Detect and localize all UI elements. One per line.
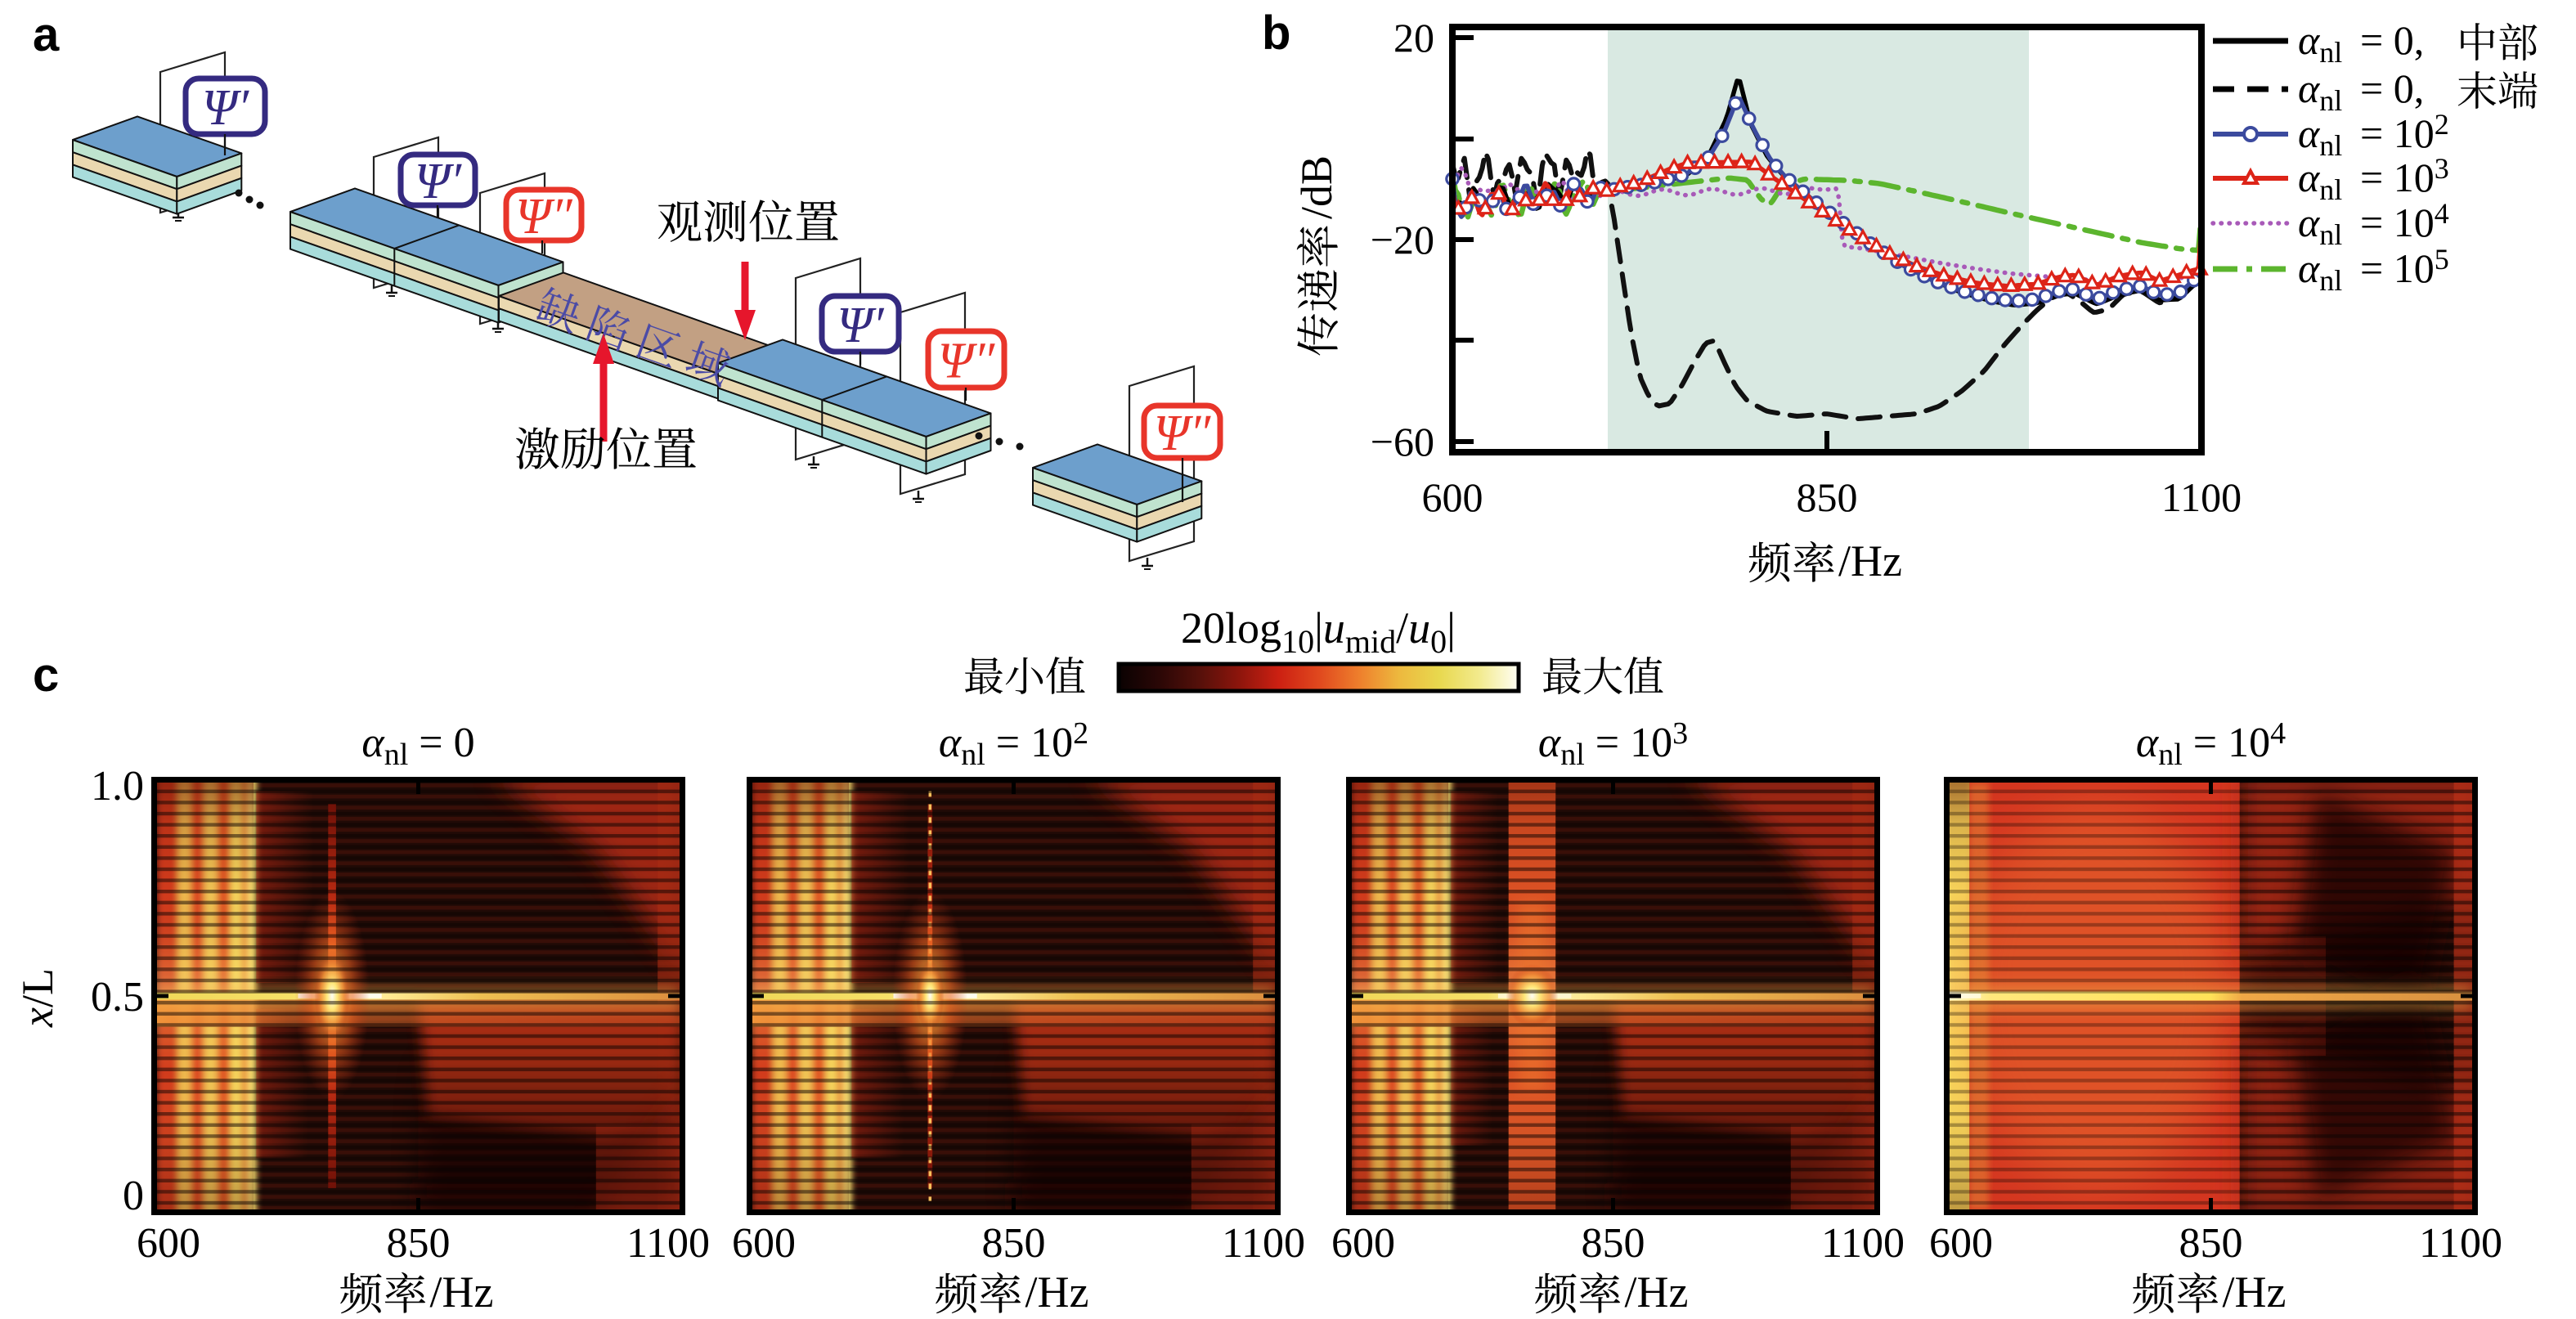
svg-text:= 104: = 104 xyxy=(2360,197,2449,245)
svg-text:20log10|umid/u0|: 20log10|umid/u0| xyxy=(1181,603,1456,660)
svg-text:−60: −60 xyxy=(1371,419,1434,464)
svg-text:1100: 1100 xyxy=(626,1220,710,1267)
svg-text:/dB: /dB xyxy=(1292,155,1341,219)
svg-text:αnl: αnl xyxy=(2298,65,2342,117)
svg-text:600: 600 xyxy=(1331,1220,1395,1267)
svg-text:/Hz: /Hz xyxy=(1838,536,1902,585)
svg-text:αnl = 104: αnl = 104 xyxy=(2136,716,2286,772)
svg-text:αnl: αnl xyxy=(2298,200,2342,251)
svg-text:600: 600 xyxy=(1929,1220,1993,1267)
svg-text:αnl: αnl xyxy=(2298,155,2342,206)
svg-text:= 0,: = 0, xyxy=(2360,65,2424,111)
svg-text:αnl = 102: αnl = 102 xyxy=(939,716,1088,772)
svg-text:αnl = 103: αnl = 103 xyxy=(1538,716,1688,772)
svg-text:Ψ′: Ψ′ xyxy=(415,154,463,209)
svg-text:x/L: x/L xyxy=(13,968,62,1028)
svg-text:1100: 1100 xyxy=(2419,1220,2502,1267)
svg-text:600: 600 xyxy=(137,1220,200,1267)
svg-text:αnl: αnl xyxy=(2298,17,2342,69)
svg-text:Ψ″: Ψ″ xyxy=(1154,406,1212,461)
svg-text:0.5: 0.5 xyxy=(91,974,144,1021)
svg-text:600: 600 xyxy=(1422,474,1483,520)
svg-text:/Hz: /Hz xyxy=(430,1267,494,1317)
svg-text:600: 600 xyxy=(732,1220,796,1267)
svg-text:= 103: = 103 xyxy=(2360,152,2449,200)
svg-text:Ψ″: Ψ″ xyxy=(938,334,996,389)
svg-text:αnl: αnl xyxy=(2298,110,2342,162)
svg-text:Ψ′: Ψ′ xyxy=(837,298,885,353)
svg-text:/Hz: /Hz xyxy=(2223,1267,2287,1317)
svg-text:850: 850 xyxy=(387,1220,451,1267)
svg-text:αnl: αnl xyxy=(2298,245,2342,297)
svg-text:0: 0 xyxy=(123,1173,144,1219)
svg-text:αnl = 0: αnl = 0 xyxy=(361,720,474,772)
svg-text:850: 850 xyxy=(1797,474,1858,520)
svg-text:= 0,: = 0, xyxy=(2360,17,2424,63)
svg-text:1.0: 1.0 xyxy=(91,763,144,810)
svg-text:Ψ″: Ψ″ xyxy=(515,189,573,245)
svg-text:850: 850 xyxy=(2179,1220,2243,1267)
svg-text:= 102: = 102 xyxy=(2360,108,2449,156)
svg-text:1100: 1100 xyxy=(2161,474,2242,520)
svg-text:850: 850 xyxy=(982,1220,1046,1267)
svg-text:−20: −20 xyxy=(1371,217,1434,262)
svg-text:= 105: = 105 xyxy=(2360,243,2449,291)
svg-text:20: 20 xyxy=(1393,15,1434,61)
svg-text:/Hz: /Hz xyxy=(1625,1267,1689,1317)
svg-text:a: a xyxy=(33,8,60,61)
svg-text:850: 850 xyxy=(1582,1220,1645,1267)
svg-text:1100: 1100 xyxy=(1821,1220,1905,1267)
svg-text:/Hz: /Hz xyxy=(1025,1267,1089,1317)
svg-text:Ψ′: Ψ′ xyxy=(202,80,250,136)
svg-text:c: c xyxy=(33,648,59,702)
svg-text:1100: 1100 xyxy=(1222,1220,1305,1267)
svg-text:b: b xyxy=(1262,7,1290,60)
